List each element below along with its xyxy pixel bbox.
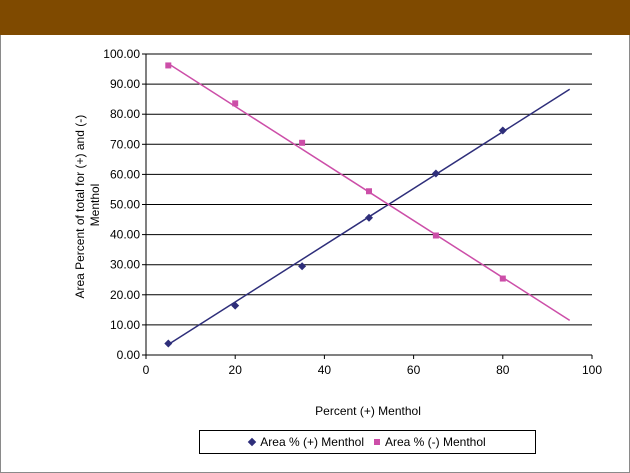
x-tick-label: 0 [143, 363, 150, 377]
y-axis-title-line-2: Menthol [88, 184, 102, 227]
grid-lines [146, 53, 592, 326]
data-point-diamond [164, 339, 173, 348]
y-tick-label: 100.00 [103, 47, 140, 61]
y-tick-label: 10.00 [110, 318, 140, 332]
data-point-square [232, 100, 239, 107]
y-tick-label: 80.00 [110, 107, 140, 121]
y-tick-label: 60.00 [110, 167, 140, 181]
x-tick-label: 60 [407, 363, 421, 377]
legend-label-minus: Area % (-) Menthol [385, 435, 486, 449]
data-point-square [165, 62, 172, 69]
data-point-square [499, 275, 506, 282]
y-tick-label: 50.00 [110, 198, 140, 212]
data-points [164, 62, 507, 348]
y-tick-label: 90.00 [110, 77, 140, 91]
legend: Area % (+) Menthol Area % (-) Menthol [199, 430, 536, 454]
tick-labels: 0.00 10.00 20.00 30.00 40.00 50.00 60.00 70.00 8… [103, 47, 602, 377]
data-point-diamond [431, 169, 440, 178]
data-point-square [366, 188, 372, 195]
header-bar [0, 0, 630, 35]
y-axis-title: Area Percent of total for (+) and (-) Me… [73, 111, 102, 298]
square-marker-icon [374, 439, 380, 445]
y-tick-label: 0.00 [117, 348, 141, 362]
axes [142, 53, 593, 359]
y-tick-label: 30.00 [110, 258, 140, 272]
legend-label-plus: Area % (+) Menthol [260, 435, 364, 449]
x-tick-label: 20 [229, 363, 243, 377]
y-tick-label: 40.00 [110, 228, 140, 242]
legend-item-plus: Area % (+) Menthol [248, 435, 364, 449]
x-tick-label: 100 [582, 363, 602, 377]
x-tick-label: 40 [318, 363, 332, 377]
y-tick-label: 70.00 [110, 137, 140, 151]
x-axis-title: Percent (+) Menthol [315, 404, 421, 418]
diamond-marker-icon [248, 437, 257, 447]
data-point-diamond [298, 262, 307, 271]
data-point-diamond [365, 213, 373, 222]
y-axis-title-line-1: Area Percent of total for (+) and (-) [73, 115, 87, 299]
data-point-diamond [498, 126, 507, 135]
legend-item-minus: Area % (-) Menthol [374, 435, 486, 449]
data-point-square [299, 139, 306, 146]
x-tick-label: 80 [496, 363, 510, 377]
y-tick-label: 20.00 [110, 288, 140, 302]
data-point-square [432, 232, 439, 239]
data-point-diamond [231, 301, 240, 310]
